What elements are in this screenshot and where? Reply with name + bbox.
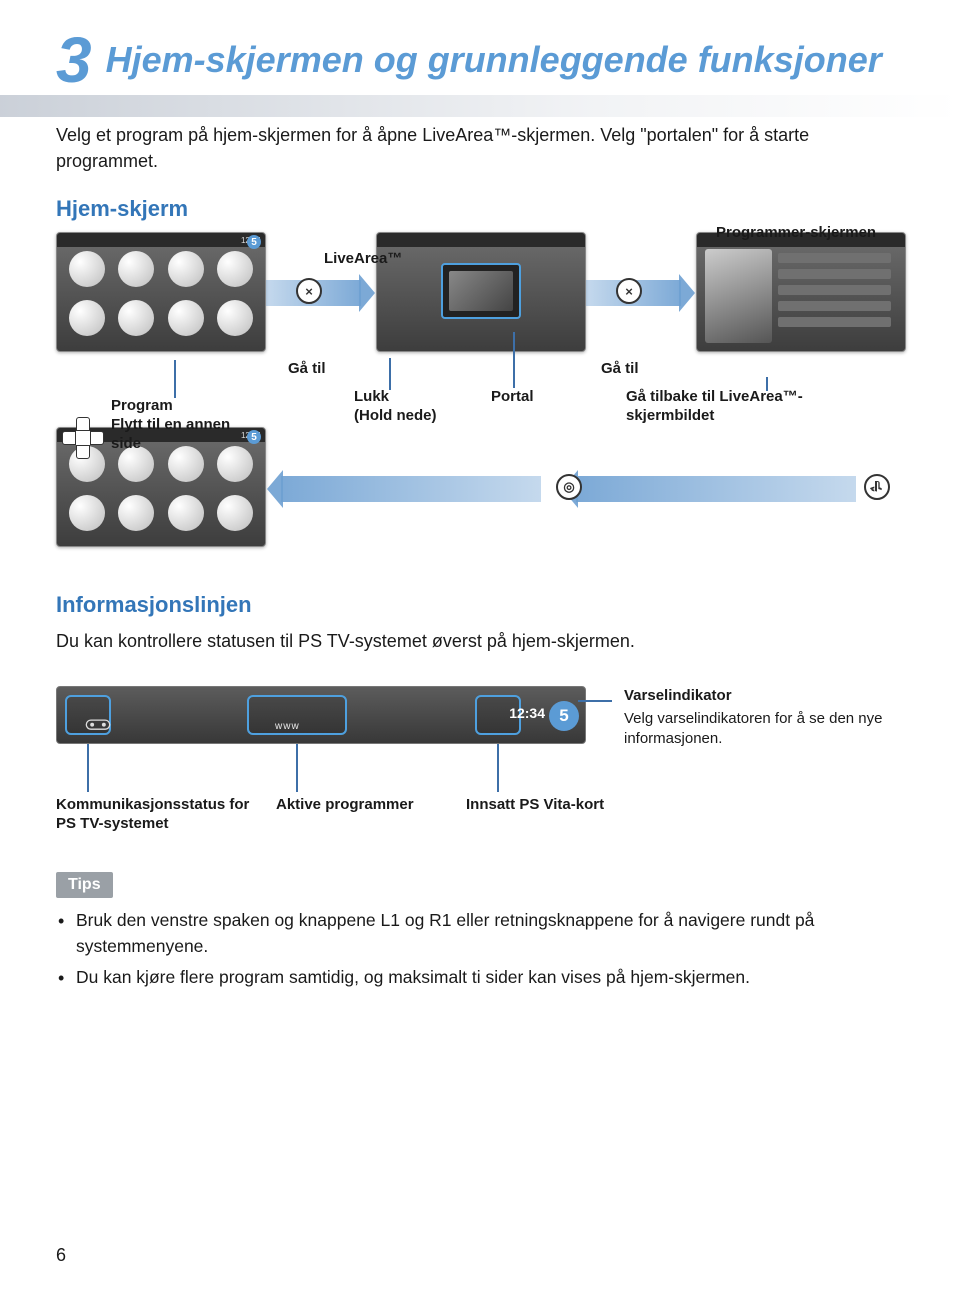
app-bubble-icon (118, 300, 154, 336)
close-label-line1: Lukk (354, 388, 389, 405)
app-bubble-icon (217, 251, 253, 287)
info-bar-clock: 12:34 (509, 705, 545, 721)
livearea-label: LiveArea™ (324, 250, 402, 269)
app-bubble-icon (69, 300, 105, 336)
section-info-body: Du kan kontrollere statusen til PS TV-sy… (56, 628, 904, 654)
program-label-line2: Flytt til en annen side (111, 416, 230, 452)
leader-line (497, 744, 499, 792)
section-info-heading: Informasjonslinjen (56, 592, 904, 618)
home-screen-thumb-1: 12:34 5 (56, 232, 266, 352)
notification-badge: 5 (549, 701, 579, 731)
comm-status-label: Kommunikasjonsstatus for PS TV-systemet (56, 796, 266, 834)
leader-line (766, 377, 768, 391)
tips-item: Du kan kjøre flere program samtidig, og … (56, 965, 904, 990)
x-button-icon: × (296, 278, 322, 304)
portal-label: Portal (491, 388, 534, 407)
page-number: 6 (56, 1245, 66, 1266)
tips-list: Bruk den venstre spaken og knappene L1 o… (56, 908, 904, 990)
leader-line (174, 360, 176, 398)
leader-line (389, 358, 391, 390)
app-menu-row (778, 269, 891, 279)
varsel-title: Varselindikator (624, 686, 904, 706)
app-bubble-icon (217, 300, 253, 336)
arrow-left-icon (576, 476, 856, 502)
section-home-heading: Hjem-skjerm (56, 196, 904, 222)
comm-status-highlight (65, 695, 111, 735)
livearea-screen-thumb (376, 232, 586, 352)
app-bubble-icon (69, 251, 105, 287)
close-label: Lukk (Hold nede) (354, 388, 464, 426)
leader-line (87, 744, 89, 792)
tips-item: Bruk den venstre spaken og knappene L1 o… (56, 908, 904, 959)
app-art-icon (705, 249, 772, 343)
program-flytt-label: Program Flytt til en annen side (111, 397, 261, 453)
leader-line (296, 744, 298, 792)
chapter-title: Hjem-skjermen og grunnleggende funksjone… (106, 41, 882, 79)
tips-section: Tips Bruk den venstre spaken og knappene… (56, 872, 904, 990)
app-bubble-icon (118, 495, 154, 531)
circle-button-icon: ◎ (556, 474, 582, 500)
chapter-header: 3 Hjem-skjermen og grunnleggende funksjo… (56, 28, 904, 92)
app-bubble-icon (168, 300, 204, 336)
app-menu-row (778, 317, 891, 327)
goto-label: Gå til (288, 360, 326, 379)
dpad-icon (62, 417, 104, 459)
x-button-icon: × (616, 278, 642, 304)
portal-highlight (441, 263, 521, 319)
chapter-number: 3 (56, 28, 92, 92)
varsel-block: Varselindikator Velg varselindikatoren f… (624, 686, 904, 749)
back-label: Gå tilbake til LiveArea™- skjermbildet (626, 388, 876, 426)
goto-label: Gå til (601, 360, 639, 379)
app-bubble-icon (69, 495, 105, 531)
lead-paragraph: Velg et program på hjem-skjermen for å å… (56, 122, 904, 174)
leader-line (513, 332, 515, 388)
close-label-line2: (Hold nede) (354, 407, 437, 424)
back-label-line2: skjermbildet (626, 407, 714, 424)
app-screen-thumb (696, 232, 906, 352)
app-bubble-icon (217, 495, 253, 531)
app-bubble-icon (168, 495, 204, 531)
back-label-line1: Gå tilbake til LiveArea™- (626, 388, 803, 405)
arrow-left-icon (281, 476, 541, 502)
app-bubble-icon (118, 251, 154, 287)
tips-badge: Tips (56, 872, 113, 898)
program-label-line1: Program (111, 397, 173, 414)
controller-icon (85, 715, 111, 733)
leader-line (578, 700, 612, 702)
home-flow-diagram: 12:34 5 12:34 5 × × ◎ (56, 232, 904, 552)
card-label: Innsatt PS Vita-kort (466, 796, 606, 815)
program-screen-label: Programmer-skjermen (716, 224, 886, 243)
app-menu-row (778, 301, 891, 311)
ps-button-icon (864, 474, 890, 500)
info-bar: www 12:34 5 (56, 686, 586, 744)
info-bar-diagram: www 12:34 5 Kommunikasjonsstatus for PS … (56, 674, 904, 844)
app-bubble-icon (168, 251, 204, 287)
www-text: www (275, 721, 300, 732)
app-menu-row (778, 285, 891, 295)
active-apps-label: Aktive programmer (276, 796, 456, 815)
app-menu-row (778, 253, 891, 263)
varsel-body: Velg varselindikatoren for å se den nye … (624, 710, 883, 747)
